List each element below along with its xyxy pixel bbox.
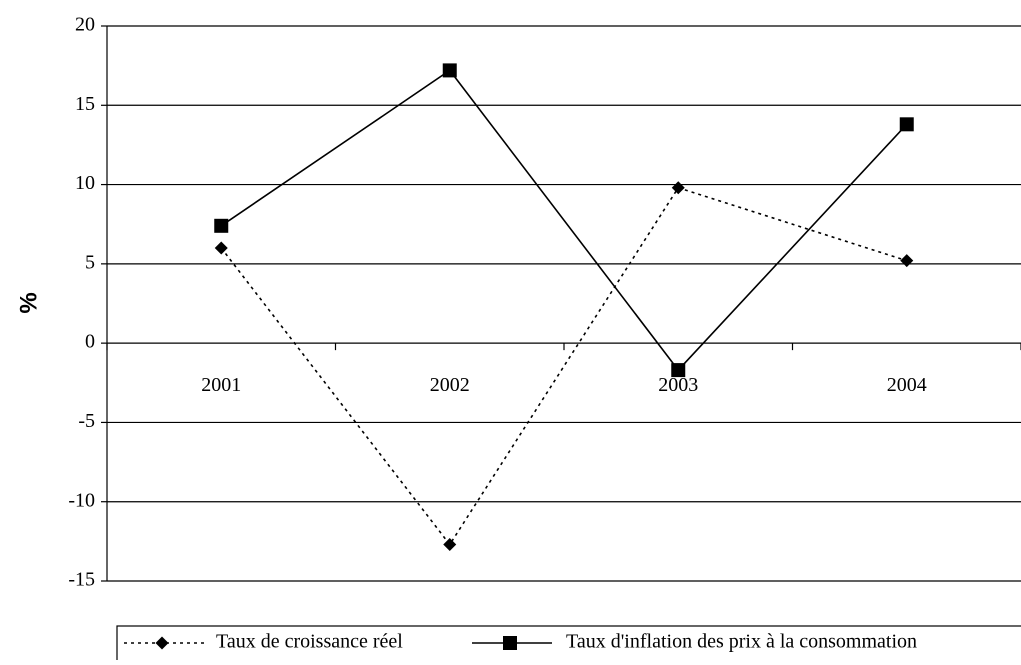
axis-layer: % 20 15 10 5 0 -5 -10 -15 2001 2002 2003 2004 — [15, 14, 1021, 591]
legend-box — [116, 625, 1021, 665]
grid-layer — [107, 25, 1021, 582]
y-tick-label: -10 — [68, 489, 95, 511]
y-tick-label: 0 — [85, 331, 95, 353]
series-line — [220, 69, 908, 372]
data-point-marker — [443, 538, 457, 552]
series-layer — [214, 63, 914, 552]
data-point-marker — [899, 117, 914, 132]
data-point-marker — [671, 363, 686, 378]
series-1 — [214, 181, 914, 552]
legend-marker-2 — [503, 636, 517, 650]
x-tick-label: 2003 — [658, 374, 698, 396]
data-point-marker — [214, 241, 228, 255]
x-tick-label: 2002 — [430, 374, 470, 396]
legend: Taux de croissance réel Taux d'inflation … — [116, 625, 1021, 665]
legend-label-2: Taux d'inflation des prix à la consommat… — [566, 631, 917, 653]
y-axis-label: % — [15, 292, 42, 313]
y-tick-label: -5 — [78, 410, 95, 432]
x-tick-label: 2001 — [201, 374, 241, 396]
data-point-marker — [442, 63, 457, 78]
y-tick-label: 10 — [75, 172, 95, 194]
legend-marker-1 — [155, 636, 169, 650]
series-line — [220, 186, 907, 546]
data-point-marker — [900, 254, 914, 268]
x-tick-label: 2004 — [887, 374, 927, 396]
y-tick-label: 20 — [75, 14, 95, 36]
legend-label-1: Taux de croissance réel — [216, 631, 403, 653]
data-point-marker — [671, 181, 685, 195]
data-point-marker — [214, 218, 229, 233]
y-tick-label: 5 — [85, 251, 95, 273]
y-tick-label: 15 — [75, 93, 95, 115]
series-2 — [214, 63, 914, 378]
y-tick-label: -15 — [68, 569, 95, 591]
